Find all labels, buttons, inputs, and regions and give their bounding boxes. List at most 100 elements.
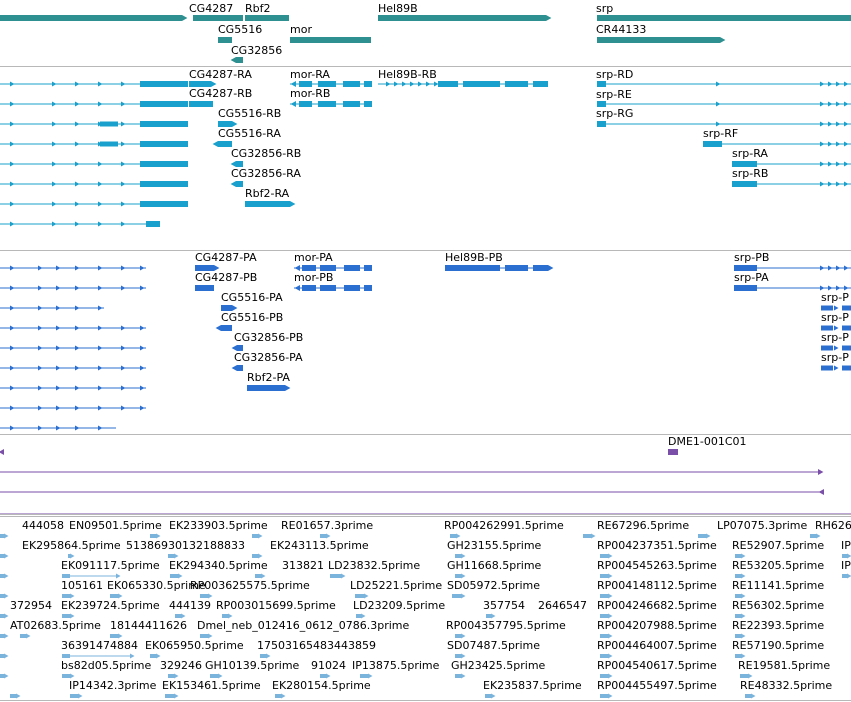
est-label[interactable]: RE53205.5prime bbox=[732, 559, 825, 572]
est-label[interactable]: RP004464007.5prime bbox=[597, 639, 717, 652]
transcript-label[interactable]: srp-RD bbox=[596, 68, 634, 81]
est-label[interactable]: 51386930132188833 bbox=[126, 539, 245, 552]
est-label[interactable]: GH23425.5prime bbox=[451, 659, 546, 672]
est-label[interactable]: LP07075.3prime bbox=[717, 519, 808, 532]
est-label[interactable]: IP13875.5prime bbox=[352, 659, 440, 672]
est-label[interactable]: RE22393.5prime bbox=[732, 619, 825, 632]
transcript-label[interactable]: srp-RE bbox=[596, 88, 632, 101]
est-label[interactable]: 357754 bbox=[483, 599, 525, 612]
est-label[interactable]: 329246 bbox=[160, 659, 202, 672]
transcript-label[interactable]: mor-RB bbox=[290, 87, 331, 100]
est-label[interactable]: EK153461.5prime bbox=[162, 679, 261, 692]
est-label[interactable]: 18144411626 bbox=[110, 619, 187, 632]
transcript-label[interactable]: CG32856-RA bbox=[231, 167, 301, 180]
est-label[interactable]: 372954 bbox=[10, 599, 52, 612]
est-label[interactable]: 17503165483443859 bbox=[257, 639, 376, 652]
est-label[interactable]: EK065330.5prime bbox=[107, 579, 206, 592]
protein-label[interactable]: CG32856-PA bbox=[234, 351, 303, 364]
protein-label[interactable]: srp-PA bbox=[734, 271, 769, 284]
est-label[interactable]: RP004455497.5prime bbox=[597, 679, 717, 692]
transcript-label[interactable]: mor-RA bbox=[290, 68, 330, 81]
gene-label[interactable]: Rbf2 bbox=[245, 2, 271, 15]
est-label[interactable]: SD07487.5prime bbox=[447, 639, 540, 652]
est-label[interactable]: EN09501.5prime bbox=[69, 519, 162, 532]
est-label[interactable]: 105161 bbox=[61, 579, 103, 592]
est-label[interactable]: RP004207988.5prime bbox=[597, 619, 717, 632]
est-label[interactable]: RP004262991.5prime bbox=[444, 519, 564, 532]
protein-label[interactable]: srp-PB bbox=[734, 251, 770, 264]
est-label[interactable]: EK091117.5prime bbox=[61, 559, 160, 572]
est-label[interactable]: RP004246682.5prime bbox=[597, 599, 717, 612]
est-label[interactable]: RP004237351.5prime bbox=[597, 539, 717, 552]
est-label[interactable]: RE57190.5prime bbox=[732, 639, 825, 652]
transcript-label[interactable]: Rbf2-RA bbox=[245, 187, 290, 200]
transcript-label[interactable]: srp-RG bbox=[596, 107, 634, 120]
est-label[interactable]: RP003625575.5prime bbox=[190, 579, 310, 592]
est-label[interactable]: 313821 bbox=[282, 559, 324, 572]
est-label[interactable]: RP004148112.5prime bbox=[597, 579, 717, 592]
protein-label[interactable]: CG5516-PB bbox=[221, 311, 284, 324]
est-label[interactable]: IP14342.3prime bbox=[69, 679, 157, 692]
est-label[interactable]: RP003015699.5prime bbox=[216, 599, 336, 612]
est-label[interactable]: RP004357795.5prime bbox=[446, 619, 566, 632]
est-label[interactable]: RE01657.3prime bbox=[281, 519, 374, 532]
est-label[interactable]: EK280154.5prime bbox=[272, 679, 371, 692]
est-label[interactable]: EK233903.5prime bbox=[169, 519, 268, 532]
est-label[interactable]: RE52907.5prime bbox=[732, 539, 825, 552]
protein-label[interactable]: CG5516-PA bbox=[221, 291, 283, 304]
est-label[interactable]: bs82d05.5prime bbox=[61, 659, 152, 672]
transcript-label[interactable]: srp-RB bbox=[732, 167, 769, 180]
est-label[interactable]: GH23155.5prime bbox=[447, 539, 542, 552]
clone-label[interactable]: DME1-001C01 bbox=[668, 435, 747, 448]
gene-label[interactable]: CR44133 bbox=[596, 23, 647, 36]
est-label[interactable]: 2646547 bbox=[538, 599, 587, 612]
gene-label[interactable]: CG5516 bbox=[218, 23, 263, 36]
est-label[interactable]: Dmel_neb_012416_0612_0786.3prime bbox=[197, 619, 410, 632]
transcript-label[interactable]: CG4287-RA bbox=[189, 68, 252, 81]
protein-label[interactable]: srp-P bbox=[821, 311, 849, 324]
est-label[interactable]: LD23832.5prime bbox=[328, 559, 421, 572]
est-label[interactable]: IP bbox=[841, 539, 851, 552]
gene-label[interactable]: mor bbox=[290, 23, 312, 36]
est-label[interactable]: EK239724.5prime bbox=[61, 599, 160, 612]
est-label[interactable]: AT02683.5prime bbox=[10, 619, 101, 632]
transcript-label[interactable]: Hel89B-RB bbox=[378, 68, 437, 81]
protein-label[interactable]: CG32856-PB bbox=[234, 331, 304, 344]
est-label[interactable]: RE11141.5prime bbox=[732, 579, 825, 592]
protein-label[interactable]: srp-P bbox=[821, 331, 849, 344]
gene-label[interactable]: CG4287 bbox=[189, 2, 234, 15]
protein-label[interactable]: CG4287-PB bbox=[195, 271, 258, 284]
est-label[interactable]: LD23209.5prime bbox=[353, 599, 446, 612]
est-label[interactable]: RP004540617.5prime bbox=[597, 659, 717, 672]
protein-label[interactable]: mor-PB bbox=[294, 271, 334, 284]
est-label[interactable]: RE67296.5prime bbox=[597, 519, 690, 532]
est-label[interactable]: GH11668.5prime bbox=[447, 559, 542, 572]
est-label[interactable]: 36391474884 bbox=[61, 639, 138, 652]
est-label[interactable]: IP bbox=[841, 559, 851, 572]
gene-label[interactable]: Hel89B bbox=[378, 2, 418, 15]
est-label[interactable]: LD25221.5prime bbox=[350, 579, 443, 592]
protein-label[interactable]: mor-PA bbox=[294, 251, 333, 264]
transcript-label[interactable]: srp-RF bbox=[703, 127, 739, 140]
transcript-label[interactable]: CG32856-RB bbox=[231, 147, 302, 160]
est-label[interactable]: RP004545263.5prime bbox=[597, 559, 717, 572]
est-label[interactable]: RE56302.5prime bbox=[732, 599, 825, 612]
protein-label[interactable]: srp-P bbox=[821, 351, 849, 364]
protein-label[interactable]: CG4287-PA bbox=[195, 251, 257, 264]
gene-label[interactable]: srp bbox=[596, 2, 614, 15]
est-label[interactable]: RH626 bbox=[815, 519, 851, 532]
est-label[interactable]: 444139 bbox=[169, 599, 211, 612]
protein-label[interactable]: srp-P bbox=[821, 291, 849, 304]
est-label[interactable]: EK295864.5prime bbox=[22, 539, 121, 552]
est-label[interactable]: RE48332.5prime bbox=[740, 679, 833, 692]
transcript-label[interactable]: CG4287-RB bbox=[189, 87, 253, 100]
protein-label[interactable]: Rbf2-PA bbox=[247, 371, 290, 384]
transcript-label[interactable]: CG5516-RB bbox=[218, 107, 282, 120]
est-label[interactable]: 91024 bbox=[311, 659, 346, 672]
est-label[interactable]: EK294340.5prime bbox=[169, 559, 268, 572]
transcript-label[interactable]: CG5516-RA bbox=[218, 127, 281, 140]
gene-label[interactable]: CG32856 bbox=[231, 44, 283, 57]
est-label[interactable]: SD05972.5prime bbox=[447, 579, 540, 592]
protein-label[interactable]: Hel89B-PB bbox=[445, 251, 503, 264]
transcript-label[interactable]: srp-RA bbox=[732, 147, 768, 160]
